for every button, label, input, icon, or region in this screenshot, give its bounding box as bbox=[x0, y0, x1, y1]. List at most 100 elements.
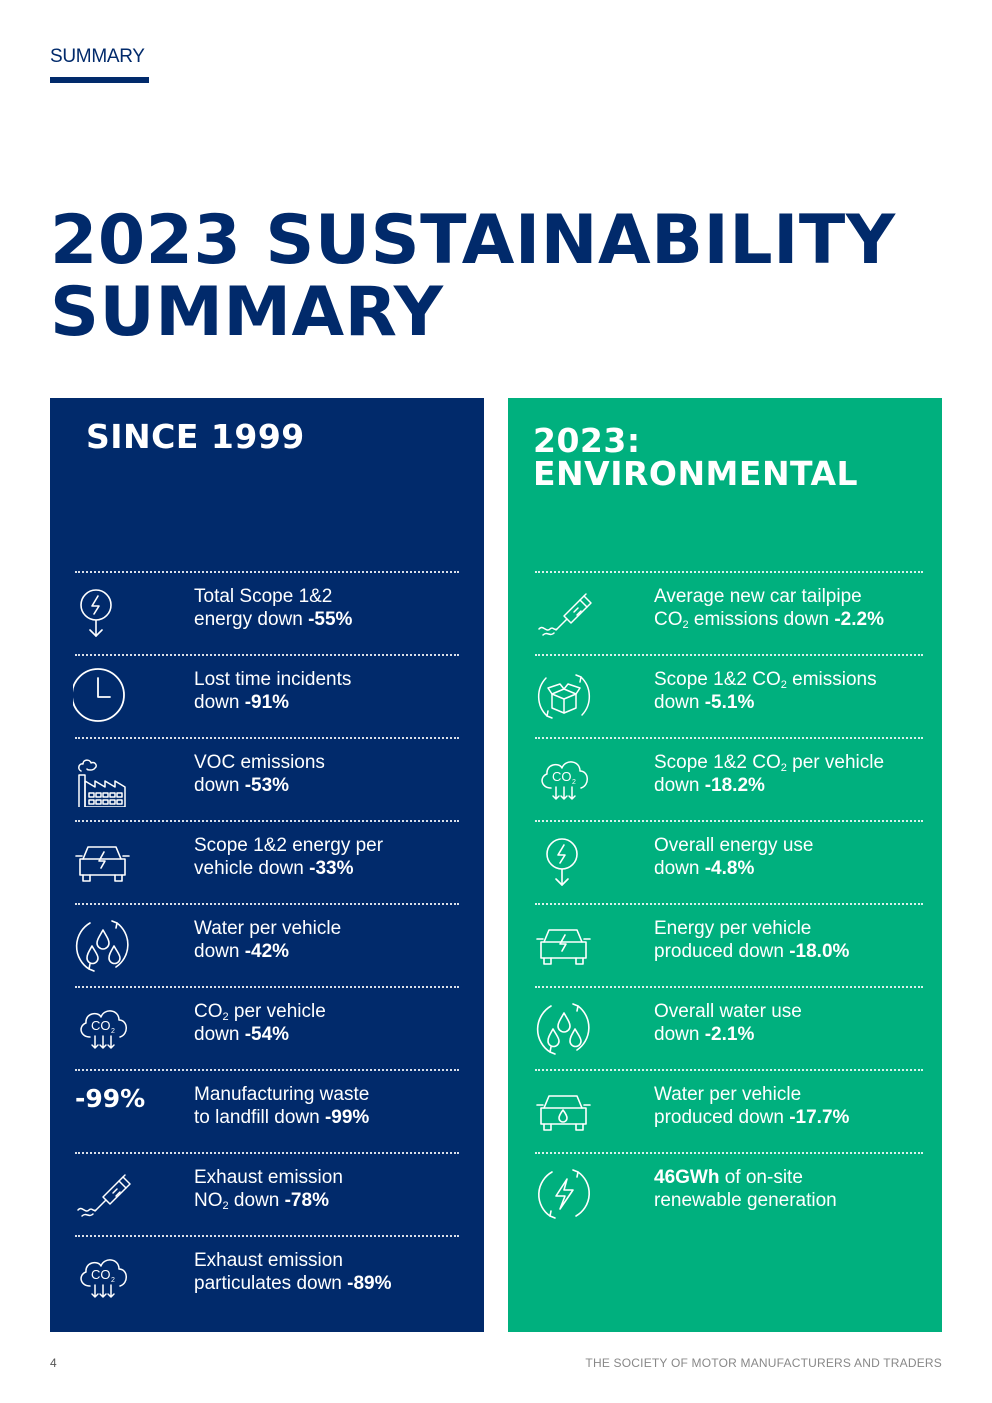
page-number: 4 bbox=[50, 1356, 57, 1370]
section-rule bbox=[50, 77, 149, 83]
list-item: Energy per vehicle produced down -18.0% bbox=[535, 903, 923, 986]
list-item: Exhaust emission NO2 down -78% bbox=[75, 1152, 459, 1235]
item-label-line2: down bbox=[654, 858, 705, 879]
item-label-cont: per vehicle bbox=[228, 1001, 326, 1022]
big-figure: -99% bbox=[75, 1084, 146, 1113]
item-label-cont: emissions down bbox=[688, 609, 835, 630]
co2-cloud-icon: CO 2 bbox=[73, 996, 133, 1056]
item-label-line2: produced down bbox=[654, 1107, 790, 1128]
item-label-line2: down bbox=[654, 1024, 705, 1045]
item-label: Exhaust emission bbox=[194, 1167, 343, 1188]
item-label-line2: to landfill down bbox=[194, 1107, 325, 1128]
item-value: -91% bbox=[244, 692, 290, 713]
list-item: Overall water use down -2.1% bbox=[535, 986, 923, 1069]
item-value: -89% bbox=[347, 1273, 392, 1294]
item-label-line2: down bbox=[194, 1024, 245, 1045]
item-label-cont: down bbox=[228, 1190, 285, 1211]
footer-organisation: THE SOCIETY OF MOTOR MANUFACTURERS AND T… bbox=[585, 1356, 942, 1370]
item-value: -2.1% bbox=[704, 1024, 755, 1045]
item-value: 46GWh bbox=[654, 1167, 720, 1188]
item-label: Total Scope 1&2 bbox=[194, 586, 333, 607]
item-label: Average new car tailpipe bbox=[654, 586, 862, 607]
subscript: 2 bbox=[682, 619, 689, 631]
list-item: 46GWh of on-site renewable generation bbox=[535, 1152, 923, 1235]
item-label-line2: down bbox=[194, 775, 245, 796]
list-item: CO 2 Exhaust emission particulates down -8… bbox=[75, 1235, 459, 1318]
svg-text:2: 2 bbox=[111, 1028, 115, 1035]
clock-icon bbox=[73, 664, 133, 724]
item-label: Lost time incidents bbox=[194, 669, 352, 690]
item-value: -53% bbox=[244, 775, 290, 796]
subscript: 2 bbox=[222, 1011, 229, 1023]
item-label: Scope 1&2 CO bbox=[654, 669, 781, 690]
list-item: Overall energy use down -4.8% bbox=[535, 820, 923, 903]
list-item: Total Scope 1&2 energy down -55% bbox=[75, 571, 459, 654]
item-label: Scope 1&2 CO bbox=[654, 752, 781, 773]
list-item: Water per vehicle produced down -17.7% bbox=[535, 1069, 923, 1152]
item-label: Water per vehicle bbox=[654, 1084, 802, 1105]
exhaust-icon bbox=[73, 1162, 133, 1222]
item-value: -54% bbox=[244, 1024, 290, 1045]
item-value: -5.1% bbox=[704, 692, 755, 713]
panel-title: SINCE 1999 bbox=[86, 417, 305, 456]
energy-down-icon bbox=[534, 830, 594, 890]
water-cycle-icon bbox=[534, 996, 594, 1056]
list-item: Scope 1&2 energy per vehicle down -33% bbox=[75, 820, 459, 903]
svg-text:2: 2 bbox=[111, 1277, 115, 1284]
svg-text:CO: CO bbox=[91, 1018, 111, 1033]
item-label: Overall energy use bbox=[654, 835, 814, 856]
list-item: Lost time incidents down -91% bbox=[73, 654, 459, 737]
subscript: 2 bbox=[780, 762, 787, 774]
factory-icon bbox=[73, 747, 133, 807]
item-value: -33% bbox=[309, 858, 354, 879]
energy-down-icon bbox=[73, 581, 133, 641]
list-item: Water per vehicle down -42% bbox=[75, 903, 459, 986]
svg-text:CO: CO bbox=[552, 769, 572, 784]
exhaust-icon bbox=[534, 581, 594, 641]
item-value: -4.8% bbox=[704, 858, 755, 879]
item-label: Manufacturing waste bbox=[194, 1084, 370, 1105]
car-water-icon bbox=[534, 1079, 594, 1139]
subscript: 2 bbox=[222, 1200, 229, 1212]
subscript: 2 bbox=[780, 679, 787, 691]
item-label-line2: produced down bbox=[654, 941, 790, 962]
panel-title-line1: 2023: bbox=[533, 421, 641, 460]
car-energy-icon bbox=[534, 913, 594, 973]
item-label-cont: per vehicle bbox=[786, 752, 885, 773]
item-label-line2: down bbox=[654, 775, 705, 796]
item-label-line2: renewable generation bbox=[654, 1190, 837, 1211]
item-value: -42% bbox=[244, 941, 290, 962]
co2-cloud-icon: CO 2 bbox=[73, 1245, 133, 1305]
list-item: CO 2 CO2 per vehicle down -54% bbox=[75, 986, 459, 1069]
co2-cloud-icon: CO 2 bbox=[534, 747, 594, 807]
item-value: -2.2% bbox=[834, 609, 884, 630]
item-label-line2: down bbox=[194, 692, 245, 713]
car-energy-icon bbox=[73, 830, 133, 890]
item-value: -17.7% bbox=[789, 1107, 850, 1128]
item-label: Exhaust emission bbox=[194, 1250, 343, 1271]
item-label-line2: down bbox=[194, 941, 245, 962]
item-label: Energy per vehicle bbox=[654, 918, 812, 939]
item-value: -18.2% bbox=[704, 775, 765, 796]
environmental-panel: 2023: ENVIRONMENTAL Average new car tailp… bbox=[508, 398, 942, 1332]
svg-text:CO: CO bbox=[91, 1267, 111, 1282]
item-value: -18.0% bbox=[789, 941, 850, 962]
section-label: SUMMARY bbox=[50, 46, 145, 67]
item-label: VOC emissions bbox=[194, 752, 325, 773]
list-item: Average new car tailpipe CO2 emissions do… bbox=[535, 571, 923, 654]
item-value: -55% bbox=[308, 609, 353, 630]
item-label: of on-site bbox=[719, 1167, 803, 1188]
item-label: Scope 1&2 energy per bbox=[194, 835, 384, 856]
item-label: Water per vehicle bbox=[194, 918, 342, 939]
list-item: CO 2 Scope 1&2 CO2 per vehicle down -18.2% bbox=[535, 737, 923, 820]
item-label-line2: NO bbox=[194, 1190, 223, 1211]
item-label-cont: emissions bbox=[786, 669, 877, 690]
item-value: -78% bbox=[284, 1190, 329, 1211]
box-cycle-icon bbox=[534, 664, 594, 724]
panel-title-line2: ENVIRONMENTAL bbox=[533, 454, 859, 493]
list-item: Scope 1&2 CO2 emissions down -5.1% bbox=[535, 654, 923, 737]
list-item: -99% Manufacturing waste to landfill down… bbox=[75, 1069, 459, 1152]
water-cycle-icon bbox=[73, 913, 133, 973]
item-label-line2: vehicle down bbox=[194, 858, 310, 879]
svg-text:2: 2 bbox=[572, 779, 576, 786]
